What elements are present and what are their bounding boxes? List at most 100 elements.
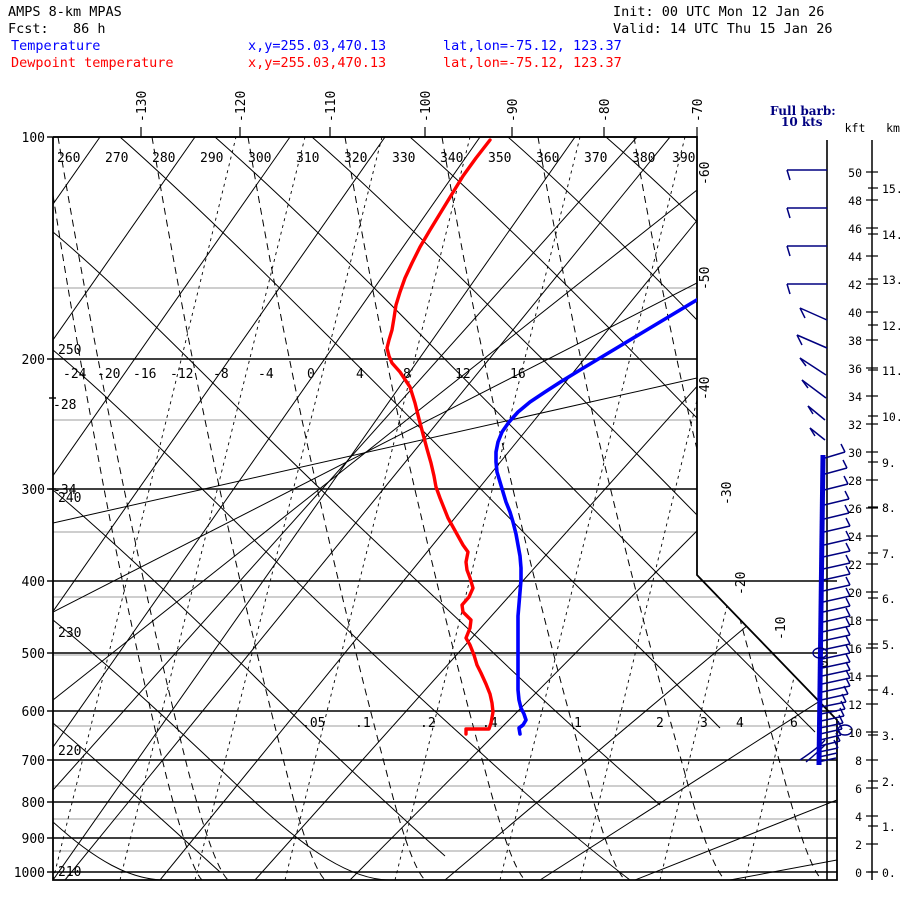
- wind-barb: [821, 644, 851, 660]
- iso200-label--12: -12: [170, 367, 193, 382]
- km-label-4: 4.: [882, 684, 896, 698]
- right-isotherm--20: -20: [734, 572, 749, 595]
- left-temperature-labels: -28 -34: [53, 398, 77, 498]
- km-label-7: 7.: [882, 547, 896, 561]
- wind-barb: [786, 169, 827, 181]
- kft-label-46: 46: [848, 222, 862, 236]
- wind-barb: [821, 669, 851, 685]
- km-label-3: 3.: [882, 729, 896, 743]
- wind-barb: [818, 739, 839, 753]
- kft-label-30: 30: [848, 446, 862, 460]
- wind-barb: [822, 576, 851, 592]
- wind-barb: [822, 554, 851, 570]
- wind-barb: [822, 597, 851, 613]
- km-label-0: 0.: [882, 866, 896, 880]
- pressure-label-300: 300: [22, 483, 45, 498]
- wind-barb: [822, 587, 851, 603]
- wind-barb: [821, 617, 851, 633]
- model-title: AMPS 8-km MPAS: [8, 4, 122, 20]
- iso200-label--24: -24: [63, 367, 87, 382]
- right-isotherm-labels: -60 -50 -40 -30 -20 -10 0: [698, 162, 832, 668]
- iso200-label--8: -8: [213, 367, 229, 382]
- theta-label-260: 260: [57, 151, 80, 166]
- mixratio-label-2: 2: [656, 716, 664, 731]
- wind-barb: [799, 307, 828, 321]
- mixratio-label-4: 4: [736, 716, 744, 731]
- theta-labels-top: 260 270 280 290 300 310 320 330 340 350 …: [57, 151, 695, 166]
- wind-barb: [807, 405, 826, 421]
- kft-label-16: 16: [848, 642, 862, 656]
- theta-label-360: 360: [536, 151, 559, 166]
- pressure-label-900: 900: [22, 832, 45, 847]
- pressure-label-800: 800: [22, 796, 45, 811]
- km-ticks: [868, 187, 878, 873]
- kft-label-2: 2: [855, 838, 862, 852]
- right-isotherm--10: -10: [774, 617, 789, 640]
- pressure-label-200: 200: [22, 353, 45, 368]
- wind-barb: [824, 443, 846, 459]
- wind-barb: [823, 490, 850, 506]
- kft-label-50: 50: [848, 166, 862, 180]
- kft-label-22: 22: [848, 558, 862, 572]
- theta-label-380: 380: [632, 151, 655, 166]
- wind-barb: [818, 752, 838, 758]
- wind-barb: [796, 334, 828, 349]
- km-label-14: 14.: [882, 228, 900, 242]
- kft-label-10: 10: [848, 726, 862, 740]
- wind-barb: [822, 607, 851, 623]
- top-isotherm-ticks: [140, 127, 698, 137]
- kft-label-44: 44: [848, 250, 862, 264]
- km-label-13: 13.: [882, 273, 900, 287]
- wind-barb: [809, 427, 826, 441]
- left-temp-label--34: -34: [53, 483, 77, 498]
- top-isotherm--100: -100: [419, 91, 434, 122]
- iso200-label--20: -20: [97, 367, 120, 382]
- valid-time: Valid: 14 UTC Thu 15 Jan 26: [613, 21, 833, 37]
- kft-label-26: 26: [848, 502, 862, 516]
- top-isotherm--110: -110: [324, 91, 339, 122]
- kft-label-6: 6: [855, 782, 862, 796]
- wind-barb: [821, 653, 851, 669]
- mixratio-label-6: 6: [790, 716, 798, 731]
- km-label-11: 11.: [882, 364, 900, 378]
- pressure-label-600: 600: [22, 705, 45, 720]
- top-isotherm--80: -80: [598, 99, 613, 122]
- mixratio-label-.1: .1: [355, 716, 371, 731]
- init-time: Init: 00 UTC Mon 12 Jan 26: [613, 4, 825, 20]
- kft-label-40: 40: [848, 306, 862, 320]
- pressure-label-100: 100: [22, 131, 45, 146]
- theta-label-310: 310: [296, 151, 319, 166]
- iso200-label-4: 4: [356, 367, 364, 382]
- km-label-5: 5.: [882, 638, 896, 652]
- mixratio-label-.2: .2: [420, 716, 436, 731]
- km-label-6: 6.: [882, 592, 896, 606]
- km-label-10: 10.: [882, 410, 900, 424]
- pressure-label-500: 500: [22, 647, 45, 662]
- wind-barb: [822, 542, 851, 558]
- full-barb-note-line2: 10 kts: [781, 115, 823, 129]
- km-label-2: 2.: [882, 775, 896, 789]
- theta-label-340: 340: [440, 151, 463, 166]
- temperature-xy: x,y=255.03,470.13: [248, 38, 387, 54]
- theta-label-210: 210: [58, 865, 81, 880]
- forecast-hour: Fcst: 86 h: [8, 21, 106, 37]
- kft-label-38: 38: [848, 334, 862, 348]
- pressure-axis-labels: 100 200 300 400 500 600 700 800 900 1000: [14, 131, 45, 881]
- theta-label-300: 300: [248, 151, 271, 166]
- wind-barb: [821, 661, 851, 677]
- wind-barb: [823, 475, 849, 491]
- wind-barb: [801, 379, 827, 399]
- wind-barb: [824, 459, 848, 475]
- theta-label-330: 330: [392, 151, 415, 166]
- wind-barb: [821, 626, 851, 642]
- kft-axis-label: kft: [845, 121, 866, 135]
- top-isotherm--120: -120: [234, 91, 249, 122]
- kft-tick-labels: 0 2 4 6 8 10 12 14 16 18 20 22 24 26 28 …: [848, 166, 862, 880]
- wind-barb: [786, 207, 827, 219]
- left-temp-label--28: -28: [53, 398, 76, 413]
- wind-barb-column: [786, 169, 851, 763]
- right-isotherm--60: -60: [698, 162, 713, 185]
- iso200-label-12: 12: [455, 367, 471, 382]
- kft-label-48: 48: [848, 194, 862, 208]
